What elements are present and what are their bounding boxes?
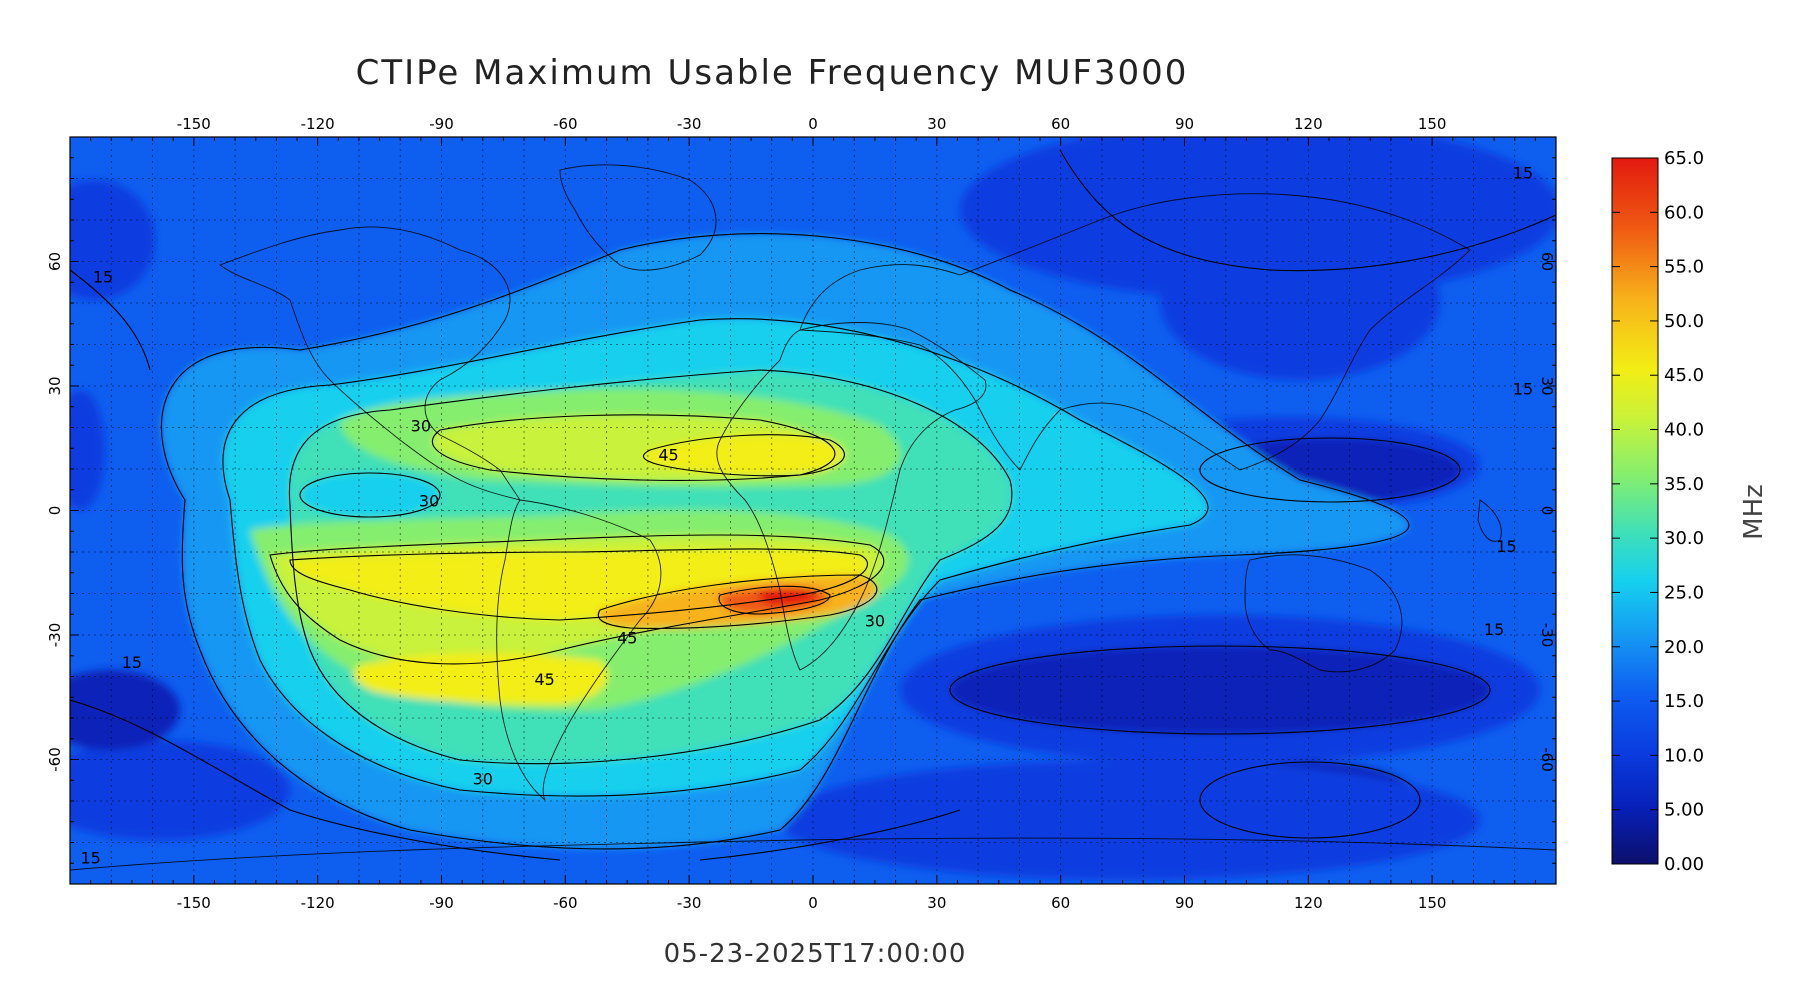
colorbar-tick-label: 10.0 [1664,745,1704,766]
contour-label: 45 [535,670,555,689]
colorbar-tick-label: 0.00 [1664,854,1704,875]
timestamp: 05-23-2025T17:00:00 [664,939,967,969]
colorbar-tick-label: 30.0 [1664,528,1704,549]
lon-tick-label-bottom: -150 [177,894,211,912]
contour-label: 15 [1484,620,1504,639]
plot-title: CTIPe Maximum Usable Frequency MUF3000 [356,53,1189,93]
contour-label: 15 [1513,379,1533,398]
lat-tick-label-right: 30 [1538,376,1556,395]
colorbar-tick-label: 50.0 [1664,311,1704,332]
contour-label: 15 [80,848,100,867]
colorbar-tick-label: 55.0 [1664,257,1704,278]
lat-tick-label-right: -60 [1538,747,1556,772]
lon-tick-label-bottom: -120 [301,894,335,912]
lon-tick-label-top: -150 [177,115,211,133]
contour-label: 15 [122,653,142,672]
lon-tick-label-top: 0 [808,115,818,133]
lon-tick-label-top: 120 [1294,115,1323,133]
lon-tick-label-top: 90 [1175,115,1194,133]
colorbar-tick-label: 60.0 [1664,202,1704,223]
colorbar-label: MHz [1739,484,1769,540]
lon-tick-label-top: -30 [677,115,702,133]
contour-label: 45 [658,446,678,465]
lon-tick-label-bottom: -60 [553,894,578,912]
lon-tick-label-bottom: -30 [677,894,702,912]
lat-tick-label-right: 0 [1538,506,1556,516]
contour-label: 45 [617,628,637,647]
contour-label: 30 [473,769,493,788]
contour-label: 30 [865,612,885,631]
lon-tick-label-bottom: 150 [1418,894,1447,912]
lat-tick-label-left: 30 [46,376,64,395]
lon-tick-label-top: -120 [301,115,335,133]
colorbar [1611,157,1659,865]
lon-tick-label-bottom: -90 [429,894,454,912]
map-axes: -150 -150 -120 -120 -90 -90 -60 -60 -30 -30 0 0 30 30… [46,115,1556,912]
colorbar-tick-label: 25.0 [1664,582,1704,603]
colorbar-tick-label: 15.0 [1664,691,1704,712]
lon-tick-label-bottom: 30 [927,894,946,912]
lat-tick-label-left: 60 [46,252,64,271]
lon-tick-label-bottom: 60 [1051,894,1070,912]
muf-contour-field [70,137,1556,884]
lat-lon-grid [70,137,1556,884]
colorbar-ticks: 65.0 60.0 55.0 50.0 45.0 40.0 35.0 30.0 25.0 20.0… [1612,148,1704,875]
contour-label: 15 [1513,164,1533,183]
lat-tick-label-right: -30 [1538,623,1556,648]
lon-tick-label-bottom: 120 [1294,894,1323,912]
contour-label: 15 [93,267,113,286]
lat-tick-label-left: -30 [46,623,64,648]
colorbar-tick-label: 40.0 [1664,420,1704,441]
lat-tick-label-left: -60 [46,747,64,772]
colorbar-tick-label: 65.0 [1664,148,1704,169]
contour-label: 30 [411,417,431,436]
lat-tick-label-left: 0 [46,506,64,516]
lat-tick-label-right: 60 [1538,252,1556,271]
colorbar-tick-label: 5.00 [1664,800,1704,821]
continent-outlines [70,164,1556,871]
colorbar-tick-label: 35.0 [1664,474,1704,495]
lon-tick-label-top: -60 [553,115,578,133]
lon-tick-label-bottom: 90 [1175,894,1194,912]
colorbar-tick-label: 45.0 [1664,365,1704,386]
lon-tick-label-top: -90 [429,115,454,133]
contour-labels: 45 45 45 30 30 30 30 15 15 15 15 15 15 15 [80,164,1533,868]
lon-tick-label-top: 30 [927,115,946,133]
lon-tick-label-top: 60 [1051,115,1070,133]
lon-tick-label-top: 150 [1418,115,1447,133]
colorbar-tick-label: 20.0 [1664,637,1704,658]
contour-label: 15 [1496,537,1516,556]
lon-tick-label-bottom: 0 [808,894,818,912]
contour-label: 30 [419,491,439,510]
